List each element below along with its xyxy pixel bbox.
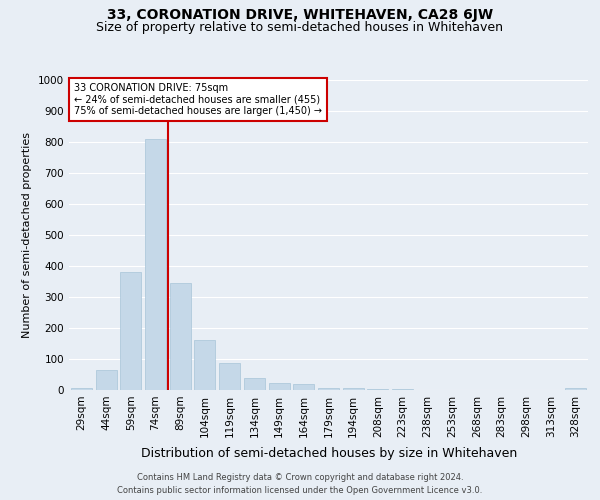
Bar (293, 384, 314, 390)
Text: 33 CORONATION DRIVE: 75sqm
← 24% of semi-detached houses are smaller (455)
75% o: 33 CORONATION DRIVE: 75sqm ← 24% of semi… (74, 83, 322, 116)
Bar (244, 378, 265, 390)
Bar (120, 272, 141, 390)
Bar (71, 388, 92, 390)
Bar (194, 340, 215, 390)
Bar (343, 388, 364, 390)
Text: Size of property relative to semi-detached houses in Whitehaven: Size of property relative to semi-detach… (97, 21, 503, 34)
Bar (565, 388, 586, 390)
Text: Contains HM Land Registry data © Crown copyright and database right 2024.
Contai: Contains HM Land Registry data © Crown c… (118, 473, 482, 495)
Bar (95, 370, 116, 390)
Bar (170, 283, 191, 390)
Y-axis label: Number of semi-detached properties: Number of semi-detached properties (22, 132, 32, 338)
Bar (219, 362, 240, 390)
Text: Distribution of semi-detached houses by size in Whitehaven: Distribution of semi-detached houses by … (140, 448, 517, 460)
Text: 33, CORONATION DRIVE, WHITEHAVEN, CA28 6JW: 33, CORONATION DRIVE, WHITEHAVEN, CA28 6… (107, 8, 493, 22)
Bar (318, 388, 339, 390)
Bar (269, 383, 290, 390)
Bar (145, 139, 166, 390)
